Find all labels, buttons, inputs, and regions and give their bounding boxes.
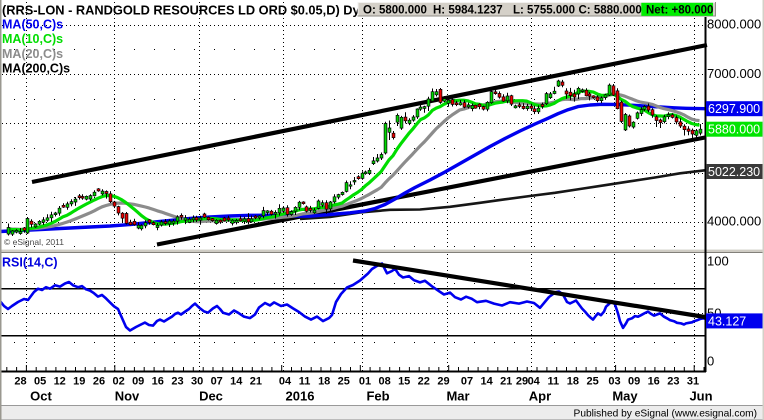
svg-text:2016: 2016	[286, 389, 315, 404]
svg-text:21: 21	[500, 376, 512, 388]
svg-text:8000.000: 8000.000	[707, 17, 761, 32]
svg-text:07: 07	[211, 376, 223, 388]
svg-text:Dec: Dec	[199, 389, 223, 404]
svg-text:43.127: 43.127	[708, 314, 746, 328]
svg-text:01: 01	[359, 376, 371, 388]
svg-text:4000.000: 4000.000	[707, 214, 761, 229]
svg-text:Mar: Mar	[446, 389, 469, 404]
svg-text:MA(50,C)s: MA(50,C)s	[2, 18, 63, 32]
svg-text:18: 18	[567, 376, 579, 388]
svg-text:H: 5984.1237: H: 5984.1237	[433, 5, 503, 17]
svg-text:28: 28	[14, 376, 26, 388]
svg-text:Jun: Jun	[689, 389, 712, 404]
svg-text:23: 23	[171, 376, 183, 388]
svg-text:26: 26	[93, 376, 105, 388]
svg-text:30: 30	[191, 376, 203, 388]
svg-text:11: 11	[547, 376, 559, 388]
svg-text:29: 29	[516, 376, 528, 388]
svg-text:MA(10,C)s: MA(10,C)s	[2, 32, 63, 46]
svg-text:31: 31	[687, 376, 699, 388]
svg-text:22: 22	[418, 376, 430, 388]
svg-text:08: 08	[378, 376, 390, 388]
svg-text:MA(20,C)s: MA(20,C)s	[2, 47, 63, 61]
svg-text:25: 25	[338, 376, 350, 388]
svg-text:04: 04	[528, 376, 541, 388]
svg-text:23: 23	[667, 376, 679, 388]
svg-text:O: 5800.000: O: 5800.000	[363, 5, 427, 17]
svg-text:MA(200,C)s: MA(200,C)s	[2, 62, 70, 76]
svg-text:16: 16	[648, 376, 660, 388]
svg-text:07: 07	[461, 376, 473, 388]
svg-text:7000.000: 7000.000	[707, 66, 761, 81]
svg-text:11: 11	[299, 376, 311, 388]
svg-text:Net: +80.000: Net: +80.000	[646, 5, 713, 17]
svg-text:12: 12	[54, 376, 66, 388]
svg-text:15: 15	[398, 376, 410, 388]
svg-text:Published by eSignal (www.esig: Published by eSignal (www.esignal.com)	[574, 409, 757, 420]
svg-text:(RRS-LON - RANDGOLD RESOURCES: (RRS-LON - RANDGOLD RESOURCES LD ORD $0.…	[2, 3, 361, 18]
svg-text:© eSignal, 2011: © eSignal, 2011	[4, 237, 64, 247]
svg-text:25: 25	[586, 376, 598, 388]
svg-text:05: 05	[34, 376, 46, 388]
svg-text:5880.000: 5880.000	[708, 123, 760, 137]
svg-text:18: 18	[318, 376, 330, 388]
svg-text:Oct: Oct	[30, 389, 52, 404]
svg-text:C: 5880.000: C: 5880.000	[579, 5, 642, 17]
svg-text:04: 04	[279, 376, 292, 388]
svg-text:L: 5755.000: L: 5755.000	[513, 5, 575, 17]
svg-text:09: 09	[132, 376, 144, 388]
svg-text:16: 16	[152, 376, 164, 388]
svg-text:6297.900: 6297.900	[708, 102, 760, 116]
svg-text:Feb: Feb	[366, 389, 389, 404]
svg-text:5022.230: 5022.230	[708, 165, 760, 179]
svg-text:14: 14	[230, 376, 243, 388]
svg-text:21: 21	[250, 376, 262, 388]
svg-text:100: 100	[707, 254, 729, 269]
svg-text:14: 14	[480, 376, 493, 388]
svg-text:09: 09	[628, 376, 640, 388]
svg-text:0: 0	[707, 354, 714, 369]
svg-text:29: 29	[437, 376, 449, 388]
svg-text:19: 19	[73, 376, 85, 388]
svg-text:03: 03	[608, 376, 620, 388]
svg-text:Apr: Apr	[529, 389, 551, 404]
svg-text:May: May	[612, 389, 638, 404]
svg-text:02: 02	[112, 376, 124, 388]
svg-text:RSI(14,C): RSI(14,C)	[2, 256, 58, 270]
svg-text:Nov: Nov	[115, 389, 140, 404]
